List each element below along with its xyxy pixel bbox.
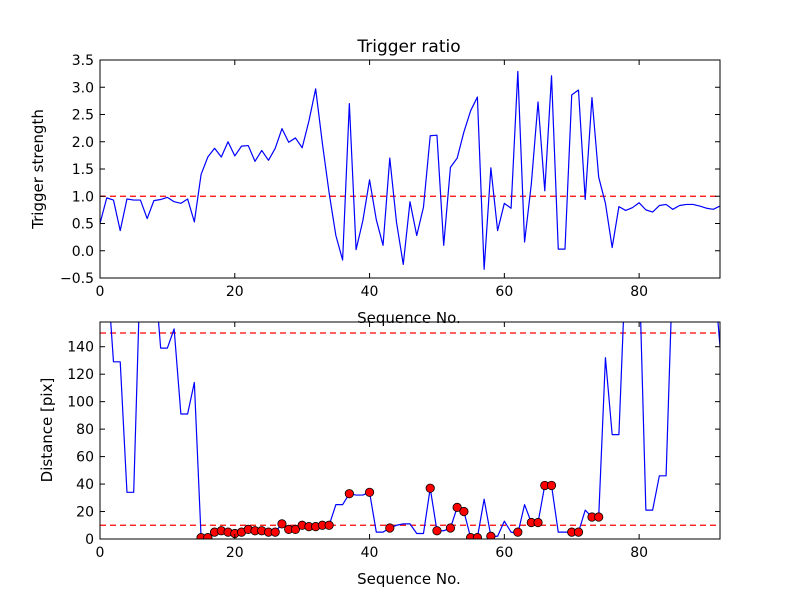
bottom-y-tick-label: 60 — [76, 450, 94, 466]
bottom-data-point — [573, 527, 584, 537]
bottom-data-point — [277, 519, 287, 529]
bottom-data-point — [364, 487, 375, 497]
bottom-data-point — [385, 523, 395, 533]
top-plot-area: 0 20 40 60 80 −0.5 0.0 0.5 1.0 1.5 2.0 2.5 3.0 3.5 — [60, 53, 721, 300]
bottom-data-point — [290, 524, 301, 534]
top-data-layer — [100, 70, 720, 270]
top-x-tick-label: 80 — [630, 284, 648, 300]
bottom-x-tick-label: 80 — [630, 545, 648, 561]
top-x-tick-label: 20 — [226, 284, 244, 300]
top-series-line — [100, 70, 720, 270]
bottom-y-tick-label: 120 — [67, 367, 94, 383]
top-y-tick-label: 0.5 — [72, 217, 94, 233]
bottom-x-tick-label: 0 — [96, 545, 105, 561]
top-y-tick-label: 1.0 — [72, 189, 94, 205]
bottom-data-point — [324, 520, 334, 530]
bottom-x-tick-label: 40 — [361, 545, 379, 561]
top-y-tick-label: 3.0 — [72, 80, 94, 96]
bottom-y-tick-label: 140 — [67, 340, 94, 356]
bottom-data-point — [452, 502, 462, 513]
top-x-axis-label: Sequence No. — [357, 309, 461, 327]
bottom-x-axis-label: Sequence No. — [357, 570, 461, 588]
bottom-data-layer — [100, 322, 720, 539]
bottom-y-axis-label: Distance [pix] — [38, 378, 56, 483]
top-chart-title: Trigger ratio — [356, 37, 460, 57]
top-x-tick-label: 0 — [96, 284, 105, 300]
bottom-x-tick-label: 60 — [495, 545, 513, 561]
top-y-tick-label: 3.5 — [72, 53, 94, 69]
bottom-data-point — [445, 523, 456, 533]
bottom-data-point — [459, 506, 469, 517]
bottom-data-point — [344, 489, 354, 499]
bottom-data-point — [594, 512, 604, 522]
bottom-axes-frame — [99, 321, 721, 540]
top-y-axis-label: Trigger strength — [29, 109, 47, 230]
top-x-tick-label: 40 — [361, 284, 379, 300]
bottom-data-point — [486, 531, 496, 539]
top-y-tick-label: 0.0 — [72, 244, 94, 260]
bottom-y-tick-label: 100 — [67, 395, 94, 411]
top-y-tick-label: 1.5 — [72, 162, 94, 178]
top-y-tick-label: 2.5 — [72, 108, 94, 124]
bottom-data-point — [203, 533, 213, 539]
top-y-tick-label: 2.0 — [72, 135, 94, 151]
bottom-x-tick-label: 20 — [226, 545, 244, 561]
bottom-data-point — [432, 526, 442, 536]
bottom-plot-area: 0 20 40 60 80 0 20 40 60 80 100 120 140 — [67, 321, 721, 561]
bottom-data-point — [270, 527, 280, 537]
bottom-data-point — [425, 483, 435, 493]
bottom-data-point — [533, 517, 543, 528]
bottom-data-point — [513, 527, 523, 537]
bottom-y-tick-label: 0 — [85, 532, 94, 548]
bottom-y-tick-label: 20 — [76, 505, 94, 521]
bottom-data-point — [546, 480, 557, 491]
top-y-tick-label: −0.5 — [60, 271, 94, 287]
bottom-y-tick-label: 80 — [76, 422, 94, 438]
top-x-tick-label: 60 — [495, 284, 513, 300]
bottom-y-tick-label: 40 — [76, 477, 94, 493]
bottom-chart: 0 20 40 60 80 0 20 40 60 80 100 120 140 Sequence No.… — [38, 321, 721, 588]
bottom-data-point — [472, 533, 482, 539]
